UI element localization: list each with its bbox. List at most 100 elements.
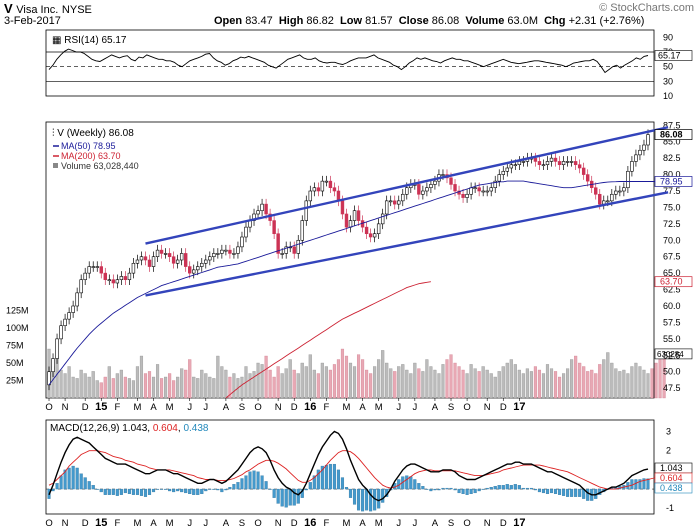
rsi-layer: 907050301065.17	[46, 32, 693, 101]
candle-body	[67, 312, 71, 320]
hist-last: 0.438	[183, 423, 208, 434]
channel-upper-line	[145, 126, 669, 245]
candle-body	[565, 161, 570, 163]
price-tick-label-6: 72.5	[663, 219, 681, 229]
rsi-label: RSI(14)	[64, 35, 98, 46]
macd-histogram-bar	[469, 488, 473, 495]
macd-histogram-bar	[99, 488, 103, 493]
volume-bar	[71, 376, 75, 399]
volume-bar	[204, 373, 208, 399]
macd-tick-label-0: 3	[666, 427, 671, 437]
candle-body	[83, 272, 87, 281]
volume-bar	[348, 362, 353, 399]
volume-bar	[610, 362, 614, 399]
macd-histogram-bar	[586, 488, 590, 501]
macd-histogram-bar	[204, 488, 208, 492]
macd-histogram-bar	[473, 488, 477, 494]
candle-body	[71, 305, 75, 313]
candle-body	[557, 161, 562, 166]
macd-histogram-bar	[180, 488, 184, 493]
volume-bar	[437, 373, 441, 399]
volume-bar	[324, 366, 328, 399]
macd-histogram-bar	[79, 473, 83, 490]
volume-bar	[340, 348, 345, 399]
volume-label: Volume	[61, 161, 91, 171]
volume-bar	[425, 359, 429, 399]
macd-histogram-bar	[529, 487, 533, 490]
volume-bar	[188, 359, 192, 399]
macd-histogram-bar	[441, 487, 445, 490]
volume-bar	[67, 366, 71, 399]
macd-histogram-bar	[485, 487, 489, 490]
candle-body	[585, 174, 590, 182]
price-tick-label-5: 75.0	[663, 202, 681, 212]
volume-bar	[622, 369, 626, 399]
volume-bar	[304, 366, 308, 399]
volume-tick-label-1: 100M	[6, 323, 29, 333]
candle-body	[517, 161, 522, 166]
macd-histogram-bar	[212, 488, 216, 490]
macd-x-label-27: 17	[513, 517, 525, 529]
macd-histogram-bar	[509, 485, 513, 490]
volume-bar	[397, 366, 401, 399]
volume-bar	[147, 371, 152, 399]
volume-bar	[135, 366, 140, 399]
candle-body	[316, 187, 321, 192]
candle-body	[497, 174, 501, 182]
volume-bar	[192, 376, 196, 399]
macd-histogram-bar	[119, 488, 123, 495]
macd-histogram-bar	[304, 488, 308, 491]
volume-bar	[172, 380, 176, 399]
macd-histogram-bar	[553, 488, 558, 495]
volume-bar	[517, 369, 521, 399]
candle-body	[107, 279, 112, 282]
price-x-label-22: A	[432, 402, 439, 413]
volume-bar	[59, 369, 63, 399]
macd-histogram-bar	[437, 488, 441, 491]
macd-histogram-bar	[155, 488, 160, 490]
macd-x-label-7: M	[166, 518, 174, 529]
volume-bar	[208, 376, 212, 399]
ma200-line	[225, 281, 431, 399]
volume-bar	[618, 371, 622, 399]
volume-bar	[509, 359, 513, 399]
volume-bar	[115, 373, 119, 399]
macd-histogram-bar	[264, 481, 268, 490]
volume-bar	[521, 373, 525, 399]
macd-histogram-bar	[477, 488, 481, 492]
volume-bar	[505, 362, 509, 399]
macd-histogram-bar	[224, 488, 228, 491]
volume-bar	[646, 373, 650, 399]
macd-histogram-bar	[457, 488, 461, 494]
price-x-label-15: 16	[304, 401, 316, 413]
candle-body	[469, 187, 473, 195]
macd-histogram-bar	[127, 488, 131, 495]
volume-bar	[654, 362, 658, 399]
candle-body	[59, 325, 63, 340]
price-legend: ⫶ V (Weekly) 86.08 MA(50) 78.95 MA(200) …	[52, 128, 139, 171]
macd-last-label: 1.043	[660, 463, 683, 473]
macd-x-label-23: S	[448, 518, 454, 529]
volume-bar	[300, 362, 304, 399]
candle-body	[312, 187, 317, 192]
candle-body	[256, 210, 260, 215]
macd-histogram-bar	[260, 475, 264, 490]
volume-bar	[453, 362, 457, 399]
candle-body	[304, 200, 308, 221]
volume-bar	[413, 362, 417, 399]
volume-bar	[650, 368, 654, 399]
signal-last: 0.604	[153, 423, 178, 434]
volume-bar	[328, 369, 332, 399]
volume-bar	[155, 364, 160, 399]
macd-histogram-bar	[377, 488, 381, 509]
candle-body	[577, 164, 582, 169]
candle-body	[183, 253, 188, 267]
volume-bar	[590, 369, 594, 399]
macd-histogram-bar	[449, 487, 453, 490]
candle-body	[123, 276, 128, 281]
macd-histogram-bar	[71, 465, 75, 490]
macd-histogram-bar	[545, 488, 550, 495]
macd-x-label-9: J	[203, 518, 208, 529]
candle-body	[545, 161, 550, 166]
price-x-label-23: S	[448, 402, 454, 413]
